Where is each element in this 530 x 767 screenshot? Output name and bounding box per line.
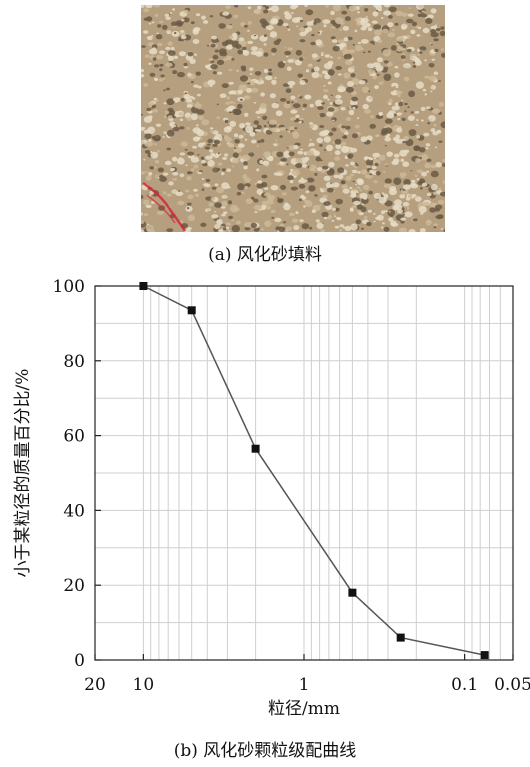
y-axis-label: 小于某粒径的质量百分比/% (13, 369, 33, 578)
y-tick-label: 40 (63, 501, 85, 521)
data-point (251, 444, 260, 453)
y-ticks: 0 20 40 60 80 100 (53, 277, 101, 671)
x-tick-label: 1 (299, 675, 310, 695)
red-mark (146, 194, 176, 224)
y-tick-label: 80 (63, 352, 85, 372)
caption-b: (b) 风化砂颗粒级配曲线 (173, 741, 357, 761)
x-tick-label: 0.1 (451, 675, 478, 695)
caption-a: (a) 风化砂填料 (208, 245, 322, 265)
y-tick-label: 100 (53, 277, 85, 297)
series (139, 282, 489, 660)
series-line (143, 285, 485, 656)
data-point (480, 651, 489, 660)
x-tick-label: 20 (84, 675, 106, 695)
x-tick-label: 10 (133, 675, 155, 695)
sand-photo (141, 5, 445, 232)
data-point (348, 588, 357, 597)
grid (95, 286, 513, 660)
data-point (187, 306, 196, 315)
red-mark (142, 181, 187, 232)
x-tick-label: 0.05 (494, 675, 530, 695)
sand-grains (141, 5, 445, 232)
y-tick-label: 20 (63, 576, 85, 596)
y-tick-label: 0 (74, 651, 85, 671)
sand-texture-image (141, 5, 445, 232)
x-ticks: 20 10 1 0.1 0.05 (84, 654, 530, 695)
y-tick-label: 60 (63, 427, 85, 447)
data-point (139, 282, 148, 290)
x-axis-label: 粒径/mm (268, 699, 340, 719)
data-point (396, 633, 405, 642)
